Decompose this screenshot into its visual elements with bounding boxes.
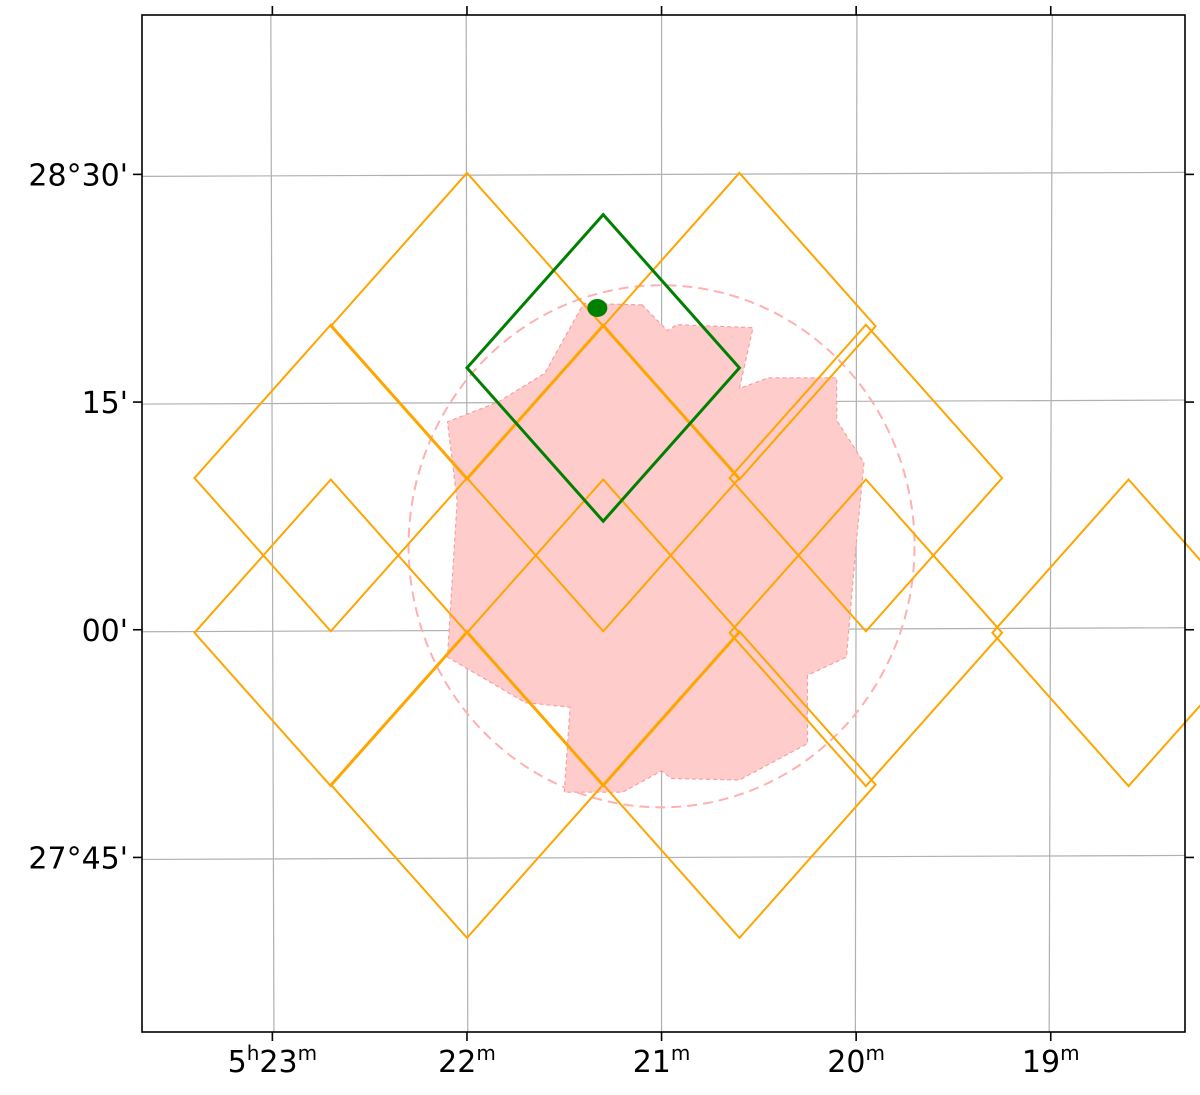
survey-tile <box>329 629 605 940</box>
highlighted-tile-layer <box>464 212 742 524</box>
target-point <box>587 298 608 317</box>
grid-line-dec <box>141 171 1186 177</box>
tile-layer <box>193 171 1200 940</box>
search-circle-layer <box>407 284 916 809</box>
survey-tile <box>601 629 877 940</box>
highlighted-tile <box>464 212 742 524</box>
dec-tick-label: 15' <box>82 386 128 421</box>
survey-tile <box>193 323 469 633</box>
ra-tick-label: 21m <box>633 1041 691 1080</box>
survey-tile <box>465 323 741 633</box>
grid-line-ra <box>270 14 275 1033</box>
plot-frame <box>141 14 1186 1033</box>
grid-line-dec <box>141 854 1186 861</box>
dec-tick-label: 00' <box>82 614 128 649</box>
grid-line-ra <box>1048 14 1053 1033</box>
ra-tick-label: 22m <box>438 1041 496 1080</box>
survey-tile <box>728 477 1004 788</box>
target-point-layer <box>587 298 608 317</box>
ra-tick-label: 20m <box>827 1041 885 1080</box>
survey-tile <box>991 477 1200 788</box>
dec-tick-label: 28°30' <box>28 158 128 193</box>
survey-tile <box>728 323 1004 633</box>
grid-layer <box>141 14 1186 1033</box>
ra-tick-label: 5h23m <box>228 1041 317 1080</box>
tick-layer <box>133 6 1194 1041</box>
search-circle <box>407 284 916 809</box>
tick-label-layer: 5h23m 22m 21m 20m 19m 28°30' 15' 00' 27°45' <box>28 158 1079 1080</box>
footprint-region <box>446 302 865 793</box>
ra-tick-label: 19m <box>1022 1041 1080 1080</box>
footprint-layer <box>446 302 865 793</box>
dec-tick-label: 27°45' <box>28 841 128 876</box>
